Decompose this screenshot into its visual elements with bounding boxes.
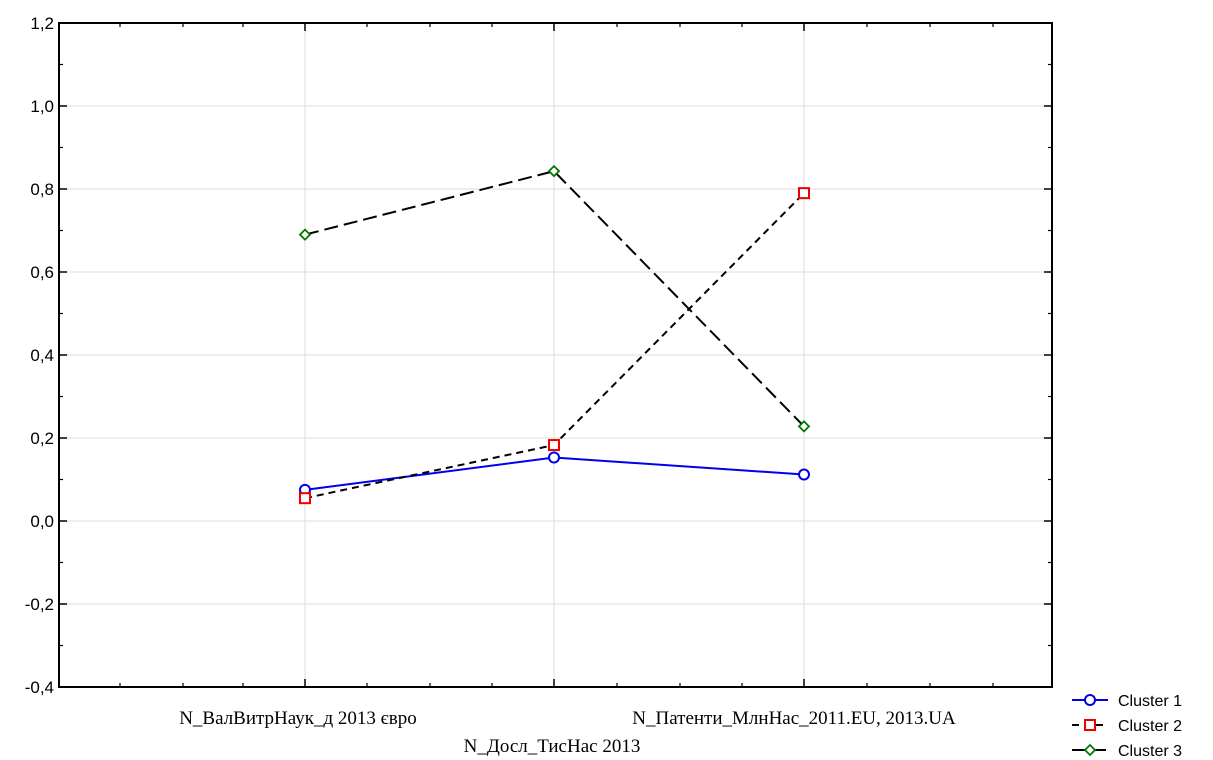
y-tick-label: -0,2 — [25, 595, 54, 614]
y-tick-labels: -0,4 -0,2 0,0 0,2 0,4 0,6 0,8 1,0 1,2 — [25, 14, 54, 697]
series-line-cluster-3 — [304, 170, 805, 428]
data-point-cluster-2 — [548, 439, 560, 452]
axis-ticks — [59, 22, 1052, 688]
data-point-cluster-2 — [798, 187, 810, 200]
data-point-cluster-3 — [298, 228, 312, 241]
data-point-cluster-3 — [547, 164, 561, 178]
legend-swatch-marker — [1084, 694, 1096, 706]
y-tick-label: 1,2 — [30, 14, 54, 33]
y-tick-label: 0,0 — [30, 512, 54, 531]
grid-lines — [59, 23, 1052, 687]
legend-swatch-marker — [1084, 719, 1096, 731]
y-tick-label: -0,4 — [25, 678, 54, 697]
y-tick-label: 0,4 — [30, 346, 54, 365]
y-tick-label: 0,2 — [30, 429, 54, 448]
y-tick-label: 0,8 — [30, 180, 54, 199]
legend-item-cluster-3: Cluster 3 — [1072, 743, 1182, 760]
legend: Cluster 1 Cluster 2 Cluster 3 — [1072, 693, 1182, 760]
legend-label-cluster-3: Cluster 3 — [1118, 743, 1182, 760]
data-point-cluster-1 — [798, 468, 810, 481]
legend-label-cluster-2: Cluster 2 — [1118, 718, 1182, 735]
y-tick-label: 1,0 — [30, 97, 54, 116]
legend-item-cluster-1: Cluster 1 — [1072, 693, 1182, 710]
legend-label-cluster-1: Cluster 1 — [1118, 693, 1182, 710]
series-layer — [298, 164, 811, 505]
data-point-cluster-1 — [548, 451, 560, 464]
x-category-label-2: N_Досл_ТисНас 2013 — [464, 736, 641, 757]
data-point-cluster-3 — [797, 420, 811, 433]
legend-swatch-marker — [1083, 743, 1097, 757]
x-category-label-3: N_Патенти_МлнНас_2011.EU, 2013.UA — [632, 708, 956, 729]
data-point-cluster-2 — [299, 492, 311, 505]
legend-item-cluster-2: Cluster 2 — [1072, 718, 1182, 735]
y-tick-label: 0,6 — [30, 263, 54, 282]
x-category-label-1: N_ВалВитрНаук_д 2013 євро — [179, 708, 417, 729]
